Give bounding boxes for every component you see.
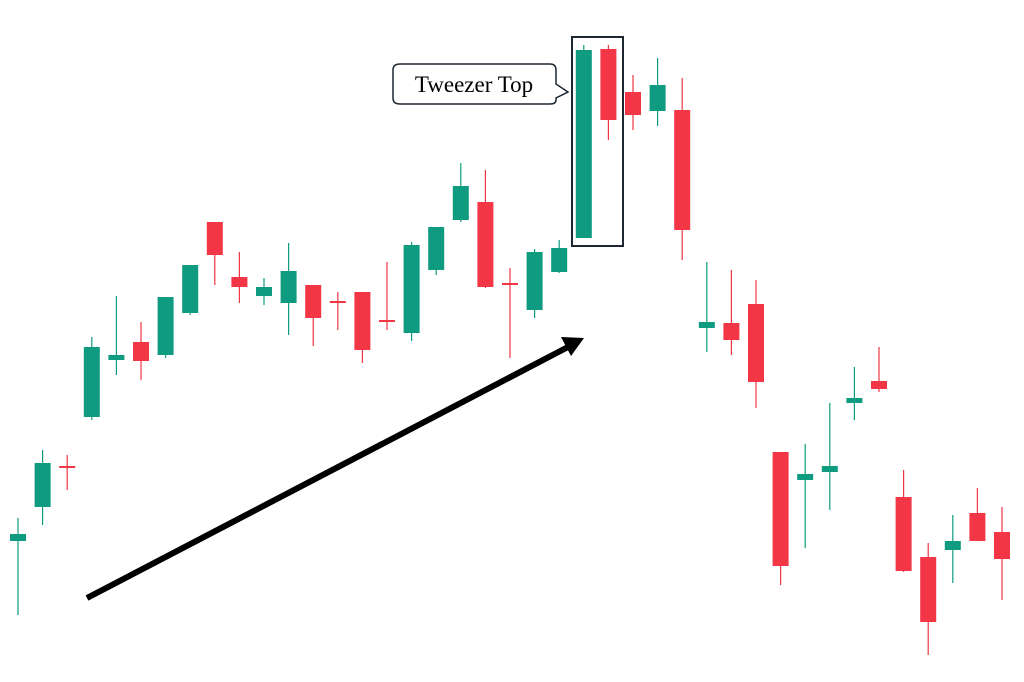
body xyxy=(206,222,223,255)
body xyxy=(526,252,543,310)
body xyxy=(403,245,420,333)
body xyxy=(969,513,986,541)
arrow-head xyxy=(561,337,584,356)
body xyxy=(772,452,789,566)
body xyxy=(379,320,395,322)
body xyxy=(428,227,445,270)
body xyxy=(846,398,863,403)
body xyxy=(280,271,297,303)
body xyxy=(797,474,814,480)
body xyxy=(108,355,125,360)
body xyxy=(256,287,272,296)
body xyxy=(329,301,346,303)
body xyxy=(600,49,617,120)
body xyxy=(157,297,174,355)
body xyxy=(10,534,26,541)
body xyxy=(59,466,76,468)
body xyxy=(821,466,838,472)
body xyxy=(625,92,641,115)
callout-box xyxy=(392,63,570,105)
body xyxy=(182,265,199,313)
body xyxy=(34,463,51,507)
body xyxy=(944,541,961,550)
body xyxy=(649,85,666,111)
body xyxy=(920,557,937,622)
candles xyxy=(10,45,1010,655)
body xyxy=(83,347,100,417)
body xyxy=(994,532,1010,559)
body xyxy=(231,277,248,287)
body xyxy=(723,323,740,340)
body xyxy=(305,285,322,318)
body xyxy=(575,50,592,238)
body xyxy=(674,110,691,230)
callout-text: Tweezer Top xyxy=(415,72,533,97)
trend-arrow xyxy=(85,344,570,601)
body xyxy=(133,342,149,361)
body xyxy=(551,248,568,272)
body xyxy=(895,497,912,571)
body xyxy=(748,304,764,382)
body xyxy=(477,202,494,287)
body xyxy=(452,186,469,220)
body xyxy=(698,322,715,328)
body xyxy=(871,381,887,389)
highlight-box xyxy=(571,36,624,247)
body xyxy=(354,292,371,350)
body xyxy=(502,283,518,285)
